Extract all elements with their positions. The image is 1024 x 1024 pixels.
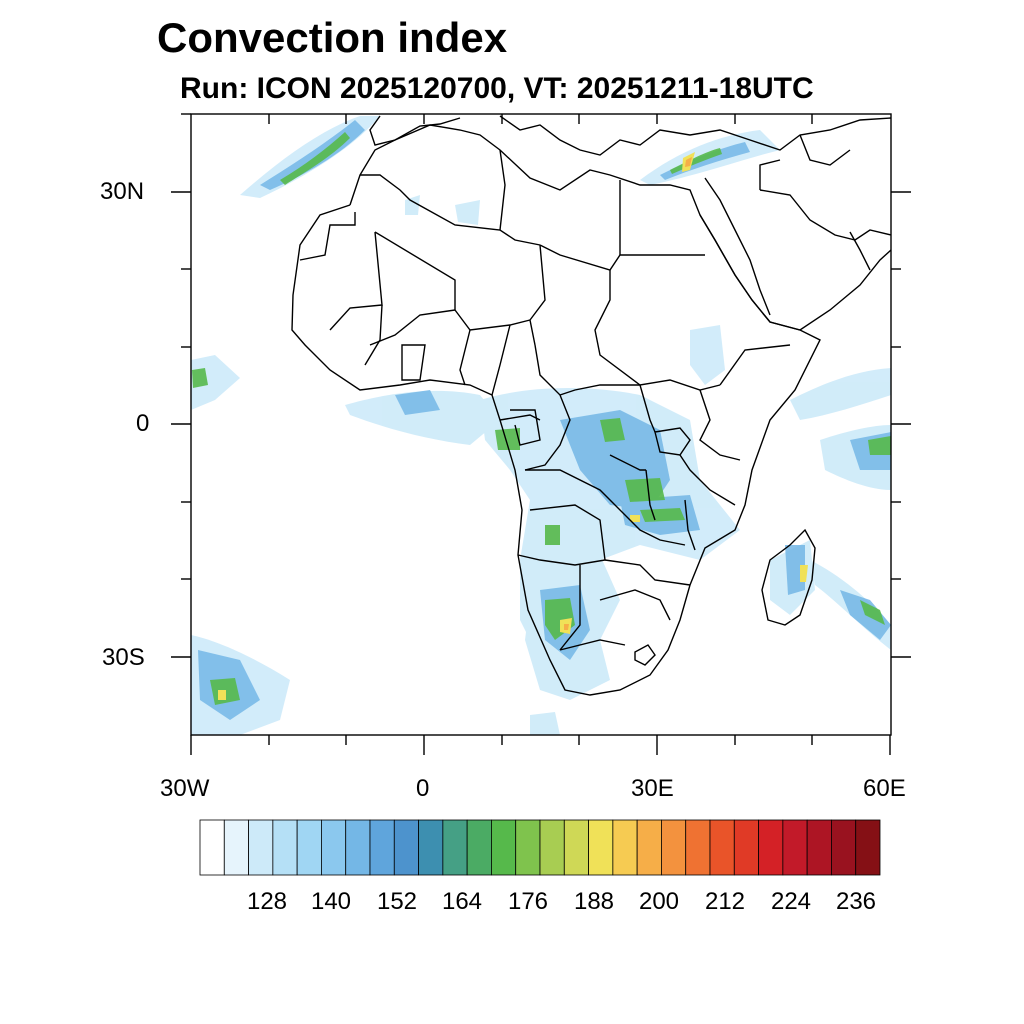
colorbar-label: 164 [441,888,483,915]
colorbar-swatch [369,819,395,876]
colorbar-swatch [709,819,735,876]
colorbar-label: 212 [704,888,746,915]
colorbar-swatch [806,819,832,876]
colorbar-swatch [855,819,881,876]
colorbar-label: 176 [507,888,549,915]
colorbar-swatch [345,819,371,876]
lon-label-60e: 60E [863,775,906,802]
colorbar-swatch [588,819,614,876]
colorbar-label: 200 [638,888,680,915]
colorbar [199,819,881,876]
colorbar-swatch [442,819,468,876]
colorbar-swatch [733,819,759,876]
colorbar-swatch [563,819,589,876]
lat-label-30s: 30S [102,644,145,671]
colorbar-swatch [758,819,784,876]
colorbar-label: 236 [835,888,877,915]
colorbar-swatch [491,819,517,876]
axis-ticks [171,113,911,755]
colorbar-swatch [782,819,808,876]
colorbar-swatch [418,819,444,876]
national-borders [299,134,871,651]
colorbar-swatch [685,819,711,876]
colorbar-swatch [223,819,249,876]
run-info-subtitle: Run: ICON 2025120700, VT: 20251211-18UTC [180,72,814,105]
colorbar-swatch [272,819,298,876]
colorbar-swatch [393,819,419,876]
colorbar-swatch [466,819,492,876]
colorbar-label: 188 [573,888,615,915]
colorbar-swatch [321,819,347,876]
colorbar-swatch [248,819,274,876]
colorbar-swatch [831,819,857,876]
colorbar-swatch [199,819,225,876]
colorbar-swatch [636,819,662,876]
map-title: Convection index [157,14,508,61]
colorbar-label: 140 [310,888,352,915]
lon-label-0: 0 [416,775,430,802]
colorbar-swatch [515,819,541,876]
colorbar-swatch [612,819,638,876]
colorbar-swatch [661,819,687,876]
colorbar-swatch [539,819,565,876]
colorbar-label: 152 [376,888,418,915]
colorbar-label: 224 [770,888,812,915]
lat-label-equator: 0 [136,410,150,437]
coastlines [291,115,891,696]
lat-label-30n: 30N [100,178,145,205]
convection-field [191,116,891,735]
colorbar-label: 128 [246,888,288,915]
lon-label-30e: 30E [631,775,674,802]
lon-label-30w: 30W [160,775,210,802]
colorbar-swatch [296,819,322,876]
